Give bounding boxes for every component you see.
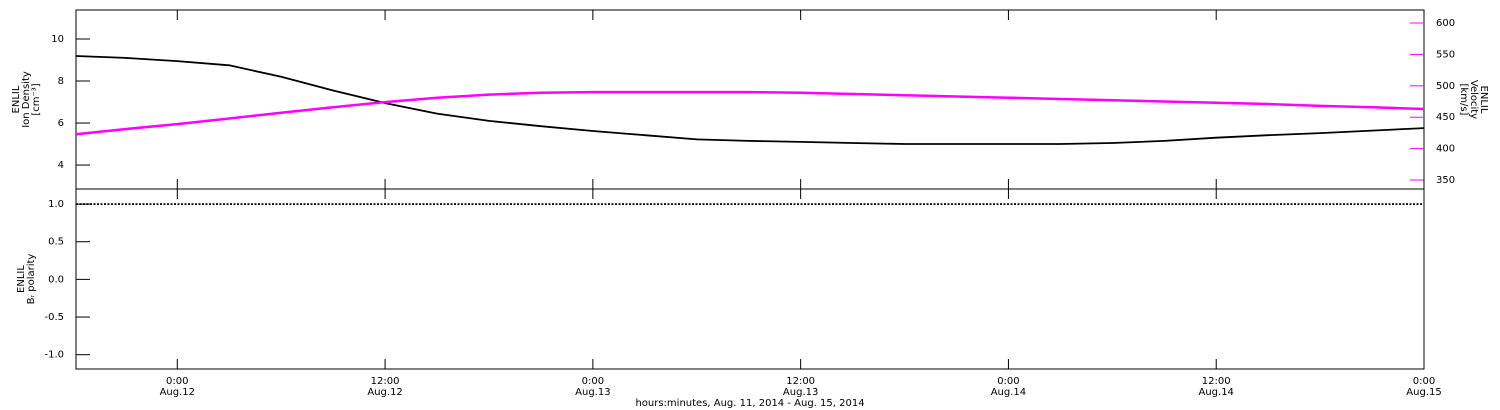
x-tick-label: 12:00 bbox=[1202, 376, 1231, 387]
y2-axis-label: ENLIL bbox=[1478, 86, 1489, 114]
y-tick-label: 10 bbox=[51, 34, 64, 45]
x-tick-label: Aug.13 bbox=[575, 387, 610, 398]
x-tick-label: Aug.12 bbox=[367, 387, 402, 398]
y-tick-label: 0.0 bbox=[48, 274, 64, 285]
y-tick-label: -0.5 bbox=[44, 312, 64, 323]
y2-tick-label: 550 bbox=[1436, 49, 1455, 60]
y2-tick-label: 450 bbox=[1436, 112, 1455, 123]
y2-tick-label: 500 bbox=[1436, 81, 1455, 92]
x-tick-label: Aug.13 bbox=[783, 387, 818, 398]
data-line bbox=[75, 55, 1425, 145]
x-tick-label: 0:00 bbox=[1413, 376, 1435, 387]
y-tick-label: 4 bbox=[58, 160, 64, 171]
x-tick-label: Aug.12 bbox=[160, 387, 195, 398]
y-axis-label: [cm⁻³] bbox=[31, 83, 42, 115]
x-tick-label: 0:00 bbox=[582, 376, 604, 387]
y2-tick-label: 400 bbox=[1436, 144, 1455, 155]
y-tick-label: 8 bbox=[58, 76, 64, 87]
x-tick-label: Aug.14 bbox=[1198, 387, 1233, 398]
y-axis-label: ENLIL bbox=[16, 265, 27, 293]
y2-axis-label: [km/s] bbox=[1458, 84, 1469, 116]
y-tick-label: -1.0 bbox=[44, 350, 64, 361]
y-tick-label: 0.5 bbox=[48, 237, 64, 248]
y-tick-label: 1.0 bbox=[48, 199, 64, 210]
plot-frame bbox=[75, 188, 1425, 370]
plot-frame bbox=[75, 9, 1425, 190]
x-tick-label: 12:00 bbox=[786, 376, 815, 387]
y2-axis-label: Velocity bbox=[1468, 80, 1479, 119]
y-axis-label: Ion Density bbox=[21, 71, 32, 128]
x-tick-label: Aug.15 bbox=[1406, 387, 1441, 398]
x-tick-label: Aug.14 bbox=[991, 387, 1026, 398]
y-axis-label: ENLIL bbox=[11, 85, 22, 113]
x-tick-label: 0:00 bbox=[997, 376, 1019, 387]
x-tick-label: 12:00 bbox=[371, 376, 400, 387]
x-axis-label: hours:minutes, Aug. 11, 2014 - Aug. 15, … bbox=[635, 398, 864, 409]
y2-tick-label: 600 bbox=[1436, 18, 1455, 29]
x-tick-label: 0:00 bbox=[166, 376, 188, 387]
y-tick-label: 6 bbox=[58, 118, 64, 129]
y2-tick-label: 350 bbox=[1436, 175, 1455, 186]
data-line bbox=[75, 90, 1425, 136]
y-axis-label: Bᵣ polarity bbox=[26, 254, 37, 305]
